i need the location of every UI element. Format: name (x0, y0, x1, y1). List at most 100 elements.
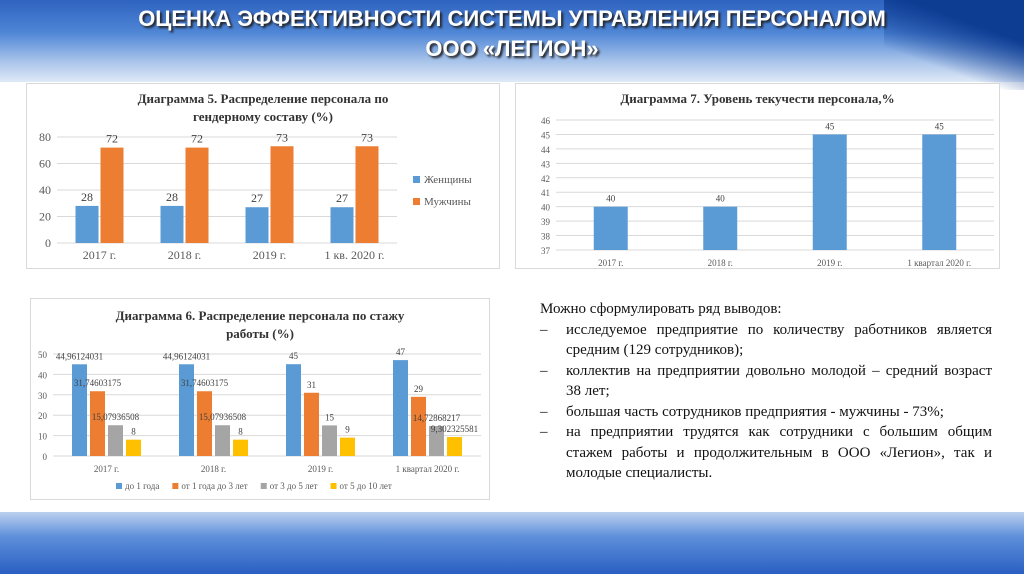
data-label: 9 (345, 425, 350, 435)
chart-gender: Диаграмма 5. Распределение персонала по г… (26, 83, 500, 269)
y-tick-label: 38 (541, 232, 551, 242)
bar (185, 147, 209, 243)
data-label: 15,07936508 (92, 412, 140, 422)
y-tick-label: 20 (39, 210, 51, 224)
y-tick-label: 41 (541, 188, 550, 198)
data-label: 8 (238, 427, 243, 437)
conclusion-item: – исследуемое предприятие по количеству р… (540, 321, 992, 359)
bar (286, 364, 301, 456)
data-label: 14,72868217 (413, 413, 461, 423)
y-tick-label: 43 (541, 159, 551, 169)
footer-banner (0, 512, 1024, 574)
bar (355, 146, 379, 243)
y-tick-label: 40 (38, 370, 48, 380)
bar (322, 425, 337, 456)
data-label: 29 (414, 384, 424, 394)
chart-plot: 0 10 20 30 40 50 2017 г. 44,96124031 31,74603175… (38, 347, 481, 491)
x-tick-label: 1 квартал 2020 г. (396, 464, 460, 474)
chart-turnover: Диаграмма 7. Уровень текучести персонала… (515, 83, 1000, 269)
y-tick-label: 80 (39, 130, 51, 144)
data-label: 72 (191, 132, 203, 146)
y-tick-label: 0 (45, 236, 51, 250)
legend-label: от 5 до 10 лет (340, 481, 392, 491)
x-tick-label: 2017 г. (598, 258, 623, 268)
bar (593, 206, 628, 250)
y-tick-label: 10 (38, 432, 48, 442)
x-tick-label: 2018 г. (168, 248, 202, 262)
bar (100, 147, 124, 243)
data-label: 72 (106, 132, 118, 146)
x-tick-label: 1 квартал 2020 г. (907, 258, 971, 268)
bar (179, 364, 194, 456)
x-tick-label: 2019 г. (253, 248, 287, 262)
y-tick-label: 37 (541, 246, 551, 256)
slide-subtitle: ООО «ЛЕГИОН» (425, 36, 599, 61)
header-banner (0, 0, 1024, 90)
y-tick-label: 39 (541, 217, 551, 227)
data-label: 28 (166, 190, 178, 204)
x-tick-label: 2017 г. (94, 464, 119, 474)
bar (197, 391, 212, 456)
data-label: 9,302325581 (431, 424, 478, 434)
chart-title: Диаграмма 7. Уровень текучести персонала… (620, 91, 895, 106)
bar (126, 439, 141, 456)
bar (393, 360, 408, 456)
bar (233, 439, 248, 456)
legend-swatch (260, 483, 267, 489)
legend-swatch (116, 483, 122, 489)
conclusion-item: – большая часть сотрудников предприятия -… (540, 403, 944, 420)
legend-label: от 1 года до 3 лет (181, 481, 247, 491)
bar (75, 205, 99, 243)
data-label: 27 (336, 191, 348, 205)
bar (922, 134, 957, 250)
chart-plot: 37 38 39 40 41 42 43 44 45 46 2017 г. 40 2018 г. 40 20… (541, 116, 994, 268)
data-label: 31,74603175 (74, 378, 122, 388)
chart-title: Диаграмма 5. Распределение персонала по г… (137, 91, 389, 124)
data-label: 45 (825, 121, 835, 131)
bar (72, 364, 87, 456)
y-tick-label: 20 (38, 411, 48, 421)
legend-swatch (330, 483, 337, 489)
conclusions-intro: Можно сформулировать ряд выводов: (540, 301, 782, 317)
data-label: 73 (361, 130, 373, 144)
data-label: 45 (935, 121, 945, 131)
bar (330, 207, 354, 243)
legend-swatch (413, 198, 420, 205)
legend-label: Мужчины (424, 196, 471, 208)
data-label: 15,07936508 (199, 412, 247, 422)
data-label: 40 (606, 194, 616, 204)
data-label: 47 (396, 347, 406, 357)
data-label: 40 (716, 194, 726, 204)
bar (411, 396, 426, 456)
bar (447, 437, 462, 456)
x-tick-label: 2018 г. (708, 258, 733, 268)
x-tick-label: 2019 г. (817, 258, 842, 268)
y-tick-label: 44 (541, 145, 551, 155)
conclusion-item: – коллектив на предприятии довольно молод… (540, 362, 992, 400)
legend-swatch (413, 176, 420, 183)
data-label: 15 (325, 412, 335, 422)
bar (429, 425, 444, 456)
y-tick-label: 60 (39, 157, 51, 171)
conclusion-item: – на предприятии трудятся как сотрудники … (540, 424, 992, 481)
bar (160, 205, 184, 243)
y-tick-label: 40 (541, 203, 551, 213)
bar (90, 391, 105, 456)
data-label: 31,74603175 (181, 378, 229, 388)
legend-label: от 3 до 5 лет (270, 481, 318, 491)
bar (703, 206, 738, 250)
bar (245, 207, 269, 243)
y-tick-label: 42 (541, 174, 550, 184)
chart-tenure: Диаграмма 6. Распределение персонала по … (30, 298, 490, 500)
legend-label: Женщины (424, 174, 472, 186)
bar (108, 425, 123, 456)
bar (215, 425, 230, 456)
x-tick-label: 2019 г. (308, 464, 333, 474)
data-label: 73 (276, 130, 288, 144)
x-tick-label: 1 кв. 2020 г. (324, 248, 384, 262)
data-label: 8 (131, 427, 136, 437)
bar (340, 437, 355, 456)
data-label: 28 (81, 190, 93, 204)
chart-title: Диаграмма 6. Распределение персонала по … (115, 308, 405, 341)
bar (270, 146, 294, 243)
